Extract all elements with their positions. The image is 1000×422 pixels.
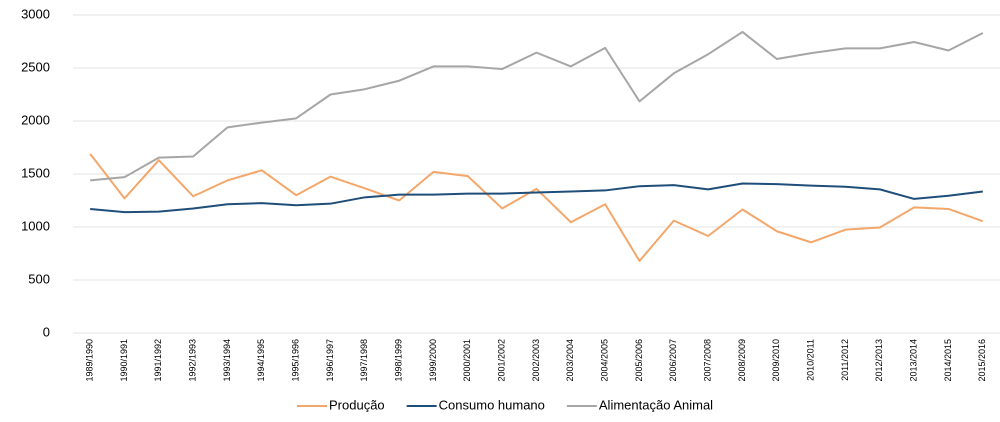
x-tick-label: 2002/2003 [531,339,541,382]
y-tick-label: 1500 [21,165,50,180]
y-tick-label: 1000 [21,218,50,233]
x-tick-label: 2008/2009 [737,339,747,382]
x-tick-label: 1999/2000 [428,339,438,382]
x-tick-label: 2015/2016 [977,339,987,382]
x-tick-label: 2007/2008 [703,339,713,382]
x-tick-label: 2009/2010 [771,339,781,382]
y-tick-label: 2000 [21,112,50,127]
x-tick-label: 2013/2014 [909,339,919,382]
x-tick-label: 2014/2015 [943,339,953,382]
legend-label: Alimentação Animal [599,397,713,412]
x-tick-label: 2006/2007 [668,339,678,382]
x-tick-label: 2000/2001 [462,339,472,382]
x-tick-label: 2003/2004 [565,339,575,382]
x-tick-label: 1994/1995 [256,339,266,382]
y-tick-label: 500 [28,271,50,286]
x-tick-label: 1998/1999 [394,339,404,382]
x-tick-label: 2012/2013 [874,339,884,382]
x-tick-label: 1996/1997 [325,339,335,382]
x-tick-label: 1989/1990 [85,339,95,382]
x-tick-label: 1991/1992 [153,339,163,382]
series-line [89,153,984,262]
x-tick-label: 2004/2005 [600,339,610,382]
x-tick-label: 2001/2002 [497,339,507,382]
x-tick-label: 2011/2012 [840,339,850,381]
x-tick-label: 1995/1996 [291,339,301,382]
x-tick-label: 1992/1993 [188,339,198,382]
legend-label: Produção [329,397,385,412]
x-tick-label: 2005/2006 [634,339,644,382]
x-tick-label: 1993/1994 [222,339,232,382]
legend-label: Consumo humano [439,397,545,412]
y-tick-label: 3000 [21,6,50,21]
series-line [90,182,983,214]
y-tick-label: 0 [43,324,50,339]
x-tick-label: 2010/2011 [806,339,816,381]
x-tick-label: 1990/1991 [119,339,129,382]
series-line [90,30,984,182]
y-tick-label: 2500 [21,59,50,74]
x-tick-label: 1997/1998 [359,339,369,382]
